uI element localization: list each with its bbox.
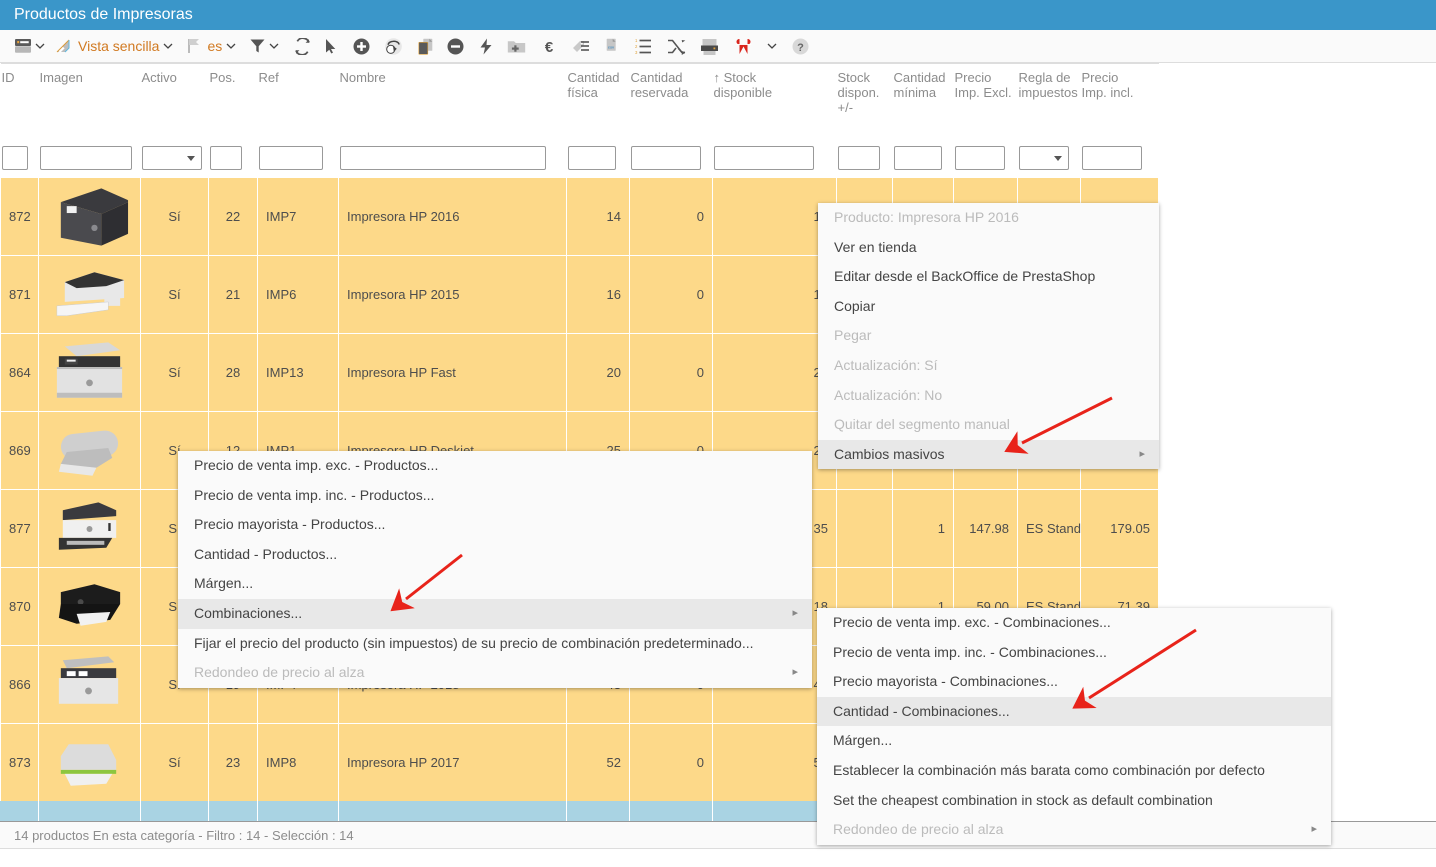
svg-text:?: ? — [797, 42, 804, 54]
svg-text:2: 2 — [635, 44, 638, 49]
svg-text:1: 1 — [635, 38, 638, 43]
svg-text:€: € — [545, 39, 554, 55]
svg-text:csv: csv — [608, 45, 615, 49]
svg-text:3: 3 — [635, 50, 638, 55]
